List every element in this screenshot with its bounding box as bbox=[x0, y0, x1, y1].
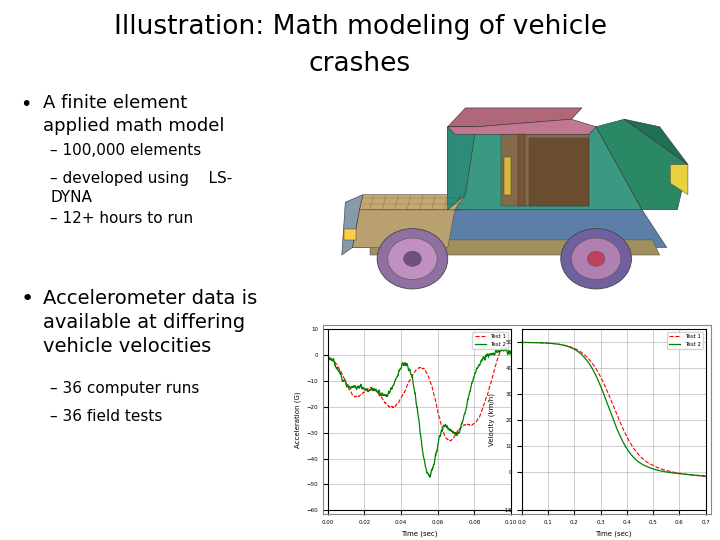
Test 2 bbox=[404, 367, 413, 374]
Test 2 bbox=[518, 339, 526, 346]
Test 1 bbox=[342, 381, 351, 387]
Y-axis label: Acceleration (G): Acceleration (G) bbox=[294, 392, 301, 448]
Test 2 bbox=[449, 429, 458, 436]
Text: •: • bbox=[20, 94, 32, 113]
Polygon shape bbox=[352, 210, 455, 247]
Test 2 bbox=[467, 384, 475, 391]
Test 2 bbox=[397, 362, 406, 369]
Test 2 bbox=[323, 353, 332, 359]
Line: Test 2: Test 2 bbox=[328, 349, 511, 477]
Y-axis label: Velocity (km/h): Velocity (km/h) bbox=[489, 393, 495, 447]
Line: Test 1: Test 1 bbox=[522, 342, 706, 477]
Text: – 36 field tests: – 36 field tests bbox=[50, 409, 163, 424]
Polygon shape bbox=[359, 194, 465, 210]
Ellipse shape bbox=[561, 228, 631, 289]
Polygon shape bbox=[342, 194, 363, 255]
Ellipse shape bbox=[572, 238, 621, 280]
Text: – 12+ hours to run: – 12+ hours to run bbox=[50, 211, 194, 226]
Test 2 bbox=[502, 346, 510, 352]
Ellipse shape bbox=[404, 251, 421, 266]
Test 2 bbox=[507, 349, 516, 356]
Polygon shape bbox=[448, 127, 642, 210]
Polygon shape bbox=[448, 108, 582, 127]
Line: Test 1: Test 1 bbox=[328, 347, 511, 441]
Test 1 bbox=[668, 469, 677, 475]
Test 2 bbox=[668, 470, 677, 476]
Legend: Test 1, Test 2: Test 1, Test 2 bbox=[472, 332, 508, 349]
Polygon shape bbox=[529, 138, 589, 206]
X-axis label: Time (sec): Time (sec) bbox=[595, 531, 632, 537]
Test 1 bbox=[500, 344, 508, 350]
Test 1 bbox=[518, 339, 526, 346]
Test 1 bbox=[467, 421, 475, 428]
Test 2 bbox=[617, 435, 626, 442]
Test 1 bbox=[404, 379, 413, 386]
Test 2 bbox=[470, 373, 479, 380]
Test 2 bbox=[701, 473, 710, 480]
Test 2 bbox=[342, 382, 351, 389]
Polygon shape bbox=[500, 134, 589, 206]
Polygon shape bbox=[670, 165, 688, 194]
Polygon shape bbox=[518, 134, 526, 206]
X-axis label: Time (sec): Time (sec) bbox=[401, 531, 438, 537]
Test 1 bbox=[323, 353, 332, 359]
Line: Test 2: Test 2 bbox=[522, 342, 706, 476]
Test 2 bbox=[697, 472, 706, 479]
Test 1 bbox=[397, 393, 406, 400]
Bar bbox=[343, 228, 356, 240]
Legend: Test 1, Test 2: Test 1, Test 2 bbox=[667, 332, 703, 349]
Text: – developed using    LS-
DYNA: – developed using LS- DYNA bbox=[50, 171, 233, 205]
Polygon shape bbox=[448, 119, 596, 134]
Text: •: • bbox=[20, 289, 33, 309]
Polygon shape bbox=[504, 157, 511, 194]
Text: – 100,000 elements: – 100,000 elements bbox=[50, 143, 202, 158]
Test 1 bbox=[697, 473, 706, 480]
Test 1 bbox=[507, 350, 516, 357]
Test 1 bbox=[606, 395, 615, 402]
Test 1 bbox=[605, 393, 613, 399]
Ellipse shape bbox=[387, 238, 437, 280]
Text: Illustration: Math modeling of vehicle: Illustration: Math modeling of vehicle bbox=[114, 14, 606, 39]
Text: crashes: crashes bbox=[309, 51, 411, 77]
Text: Accelerometer data is
available at differing
vehicle velocities: Accelerometer data is available at diffe… bbox=[43, 289, 258, 356]
Polygon shape bbox=[352, 210, 667, 247]
Test 2 bbox=[426, 474, 434, 480]
Test 2 bbox=[627, 451, 636, 458]
Test 1 bbox=[627, 441, 636, 448]
Polygon shape bbox=[370, 240, 660, 255]
Text: – 36 computer runs: – 36 computer runs bbox=[50, 381, 199, 396]
Polygon shape bbox=[624, 119, 688, 165]
Ellipse shape bbox=[377, 228, 448, 289]
Test 1 bbox=[449, 434, 458, 441]
Test 2 bbox=[606, 408, 615, 415]
Polygon shape bbox=[596, 119, 688, 210]
Test 1 bbox=[701, 474, 710, 480]
Test 1 bbox=[617, 422, 626, 428]
Test 2 bbox=[605, 406, 613, 412]
Polygon shape bbox=[448, 127, 476, 210]
Test 1 bbox=[470, 420, 479, 427]
Ellipse shape bbox=[588, 251, 605, 266]
Text: A finite element
applied math model: A finite element applied math model bbox=[43, 94, 225, 136]
Test 1 bbox=[445, 438, 454, 444]
